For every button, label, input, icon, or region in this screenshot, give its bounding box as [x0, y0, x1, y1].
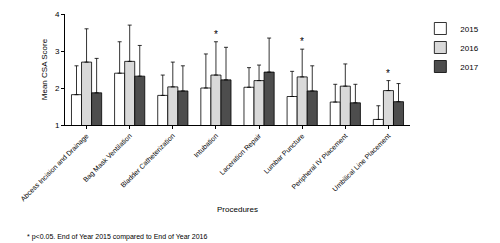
- svg-text:2: 2: [55, 84, 60, 93]
- svg-text:Abcess Incision and Drainage: Abcess Incision and Drainage: [19, 132, 90, 203]
- svg-text:Peripheral IV Placement: Peripheral IV Placement: [290, 132, 349, 191]
- svg-text:2017: 2017: [460, 63, 478, 72]
- svg-text:* p<0.05. End of Year 2015 com: * p<0.05. End of Year 2015 compared to E…: [27, 233, 208, 241]
- svg-text:Lumbar Puncture: Lumbar Puncture: [262, 132, 305, 175]
- svg-text:*: *: [386, 68, 390, 79]
- svg-text:*: *: [300, 36, 304, 47]
- svg-text:Umbilical Line Placement: Umbilical Line Placement: [331, 132, 392, 193]
- svg-text:*: *: [214, 29, 218, 40]
- svg-text:1: 1: [55, 121, 60, 130]
- svg-text:4: 4: [55, 10, 60, 19]
- svg-text:3: 3: [55, 47, 60, 56]
- svg-text:Mean CSA Score: Mean CSA Score: [40, 38, 49, 100]
- svg-text:Intubation: Intubation: [192, 132, 219, 159]
- svg-text:Procedures: Procedures: [217, 205, 258, 214]
- svg-text:Bag Mask Ventilation: Bag Mask Ventilation: [82, 132, 134, 184]
- svg-text:2015: 2015: [460, 25, 478, 34]
- svg-text:2016: 2016: [460, 44, 478, 53]
- svg-text:Bladder Catheterization: Bladder Catheterization: [119, 132, 176, 189]
- svg-text:Laceration Repair: Laceration Repair: [218, 132, 263, 177]
